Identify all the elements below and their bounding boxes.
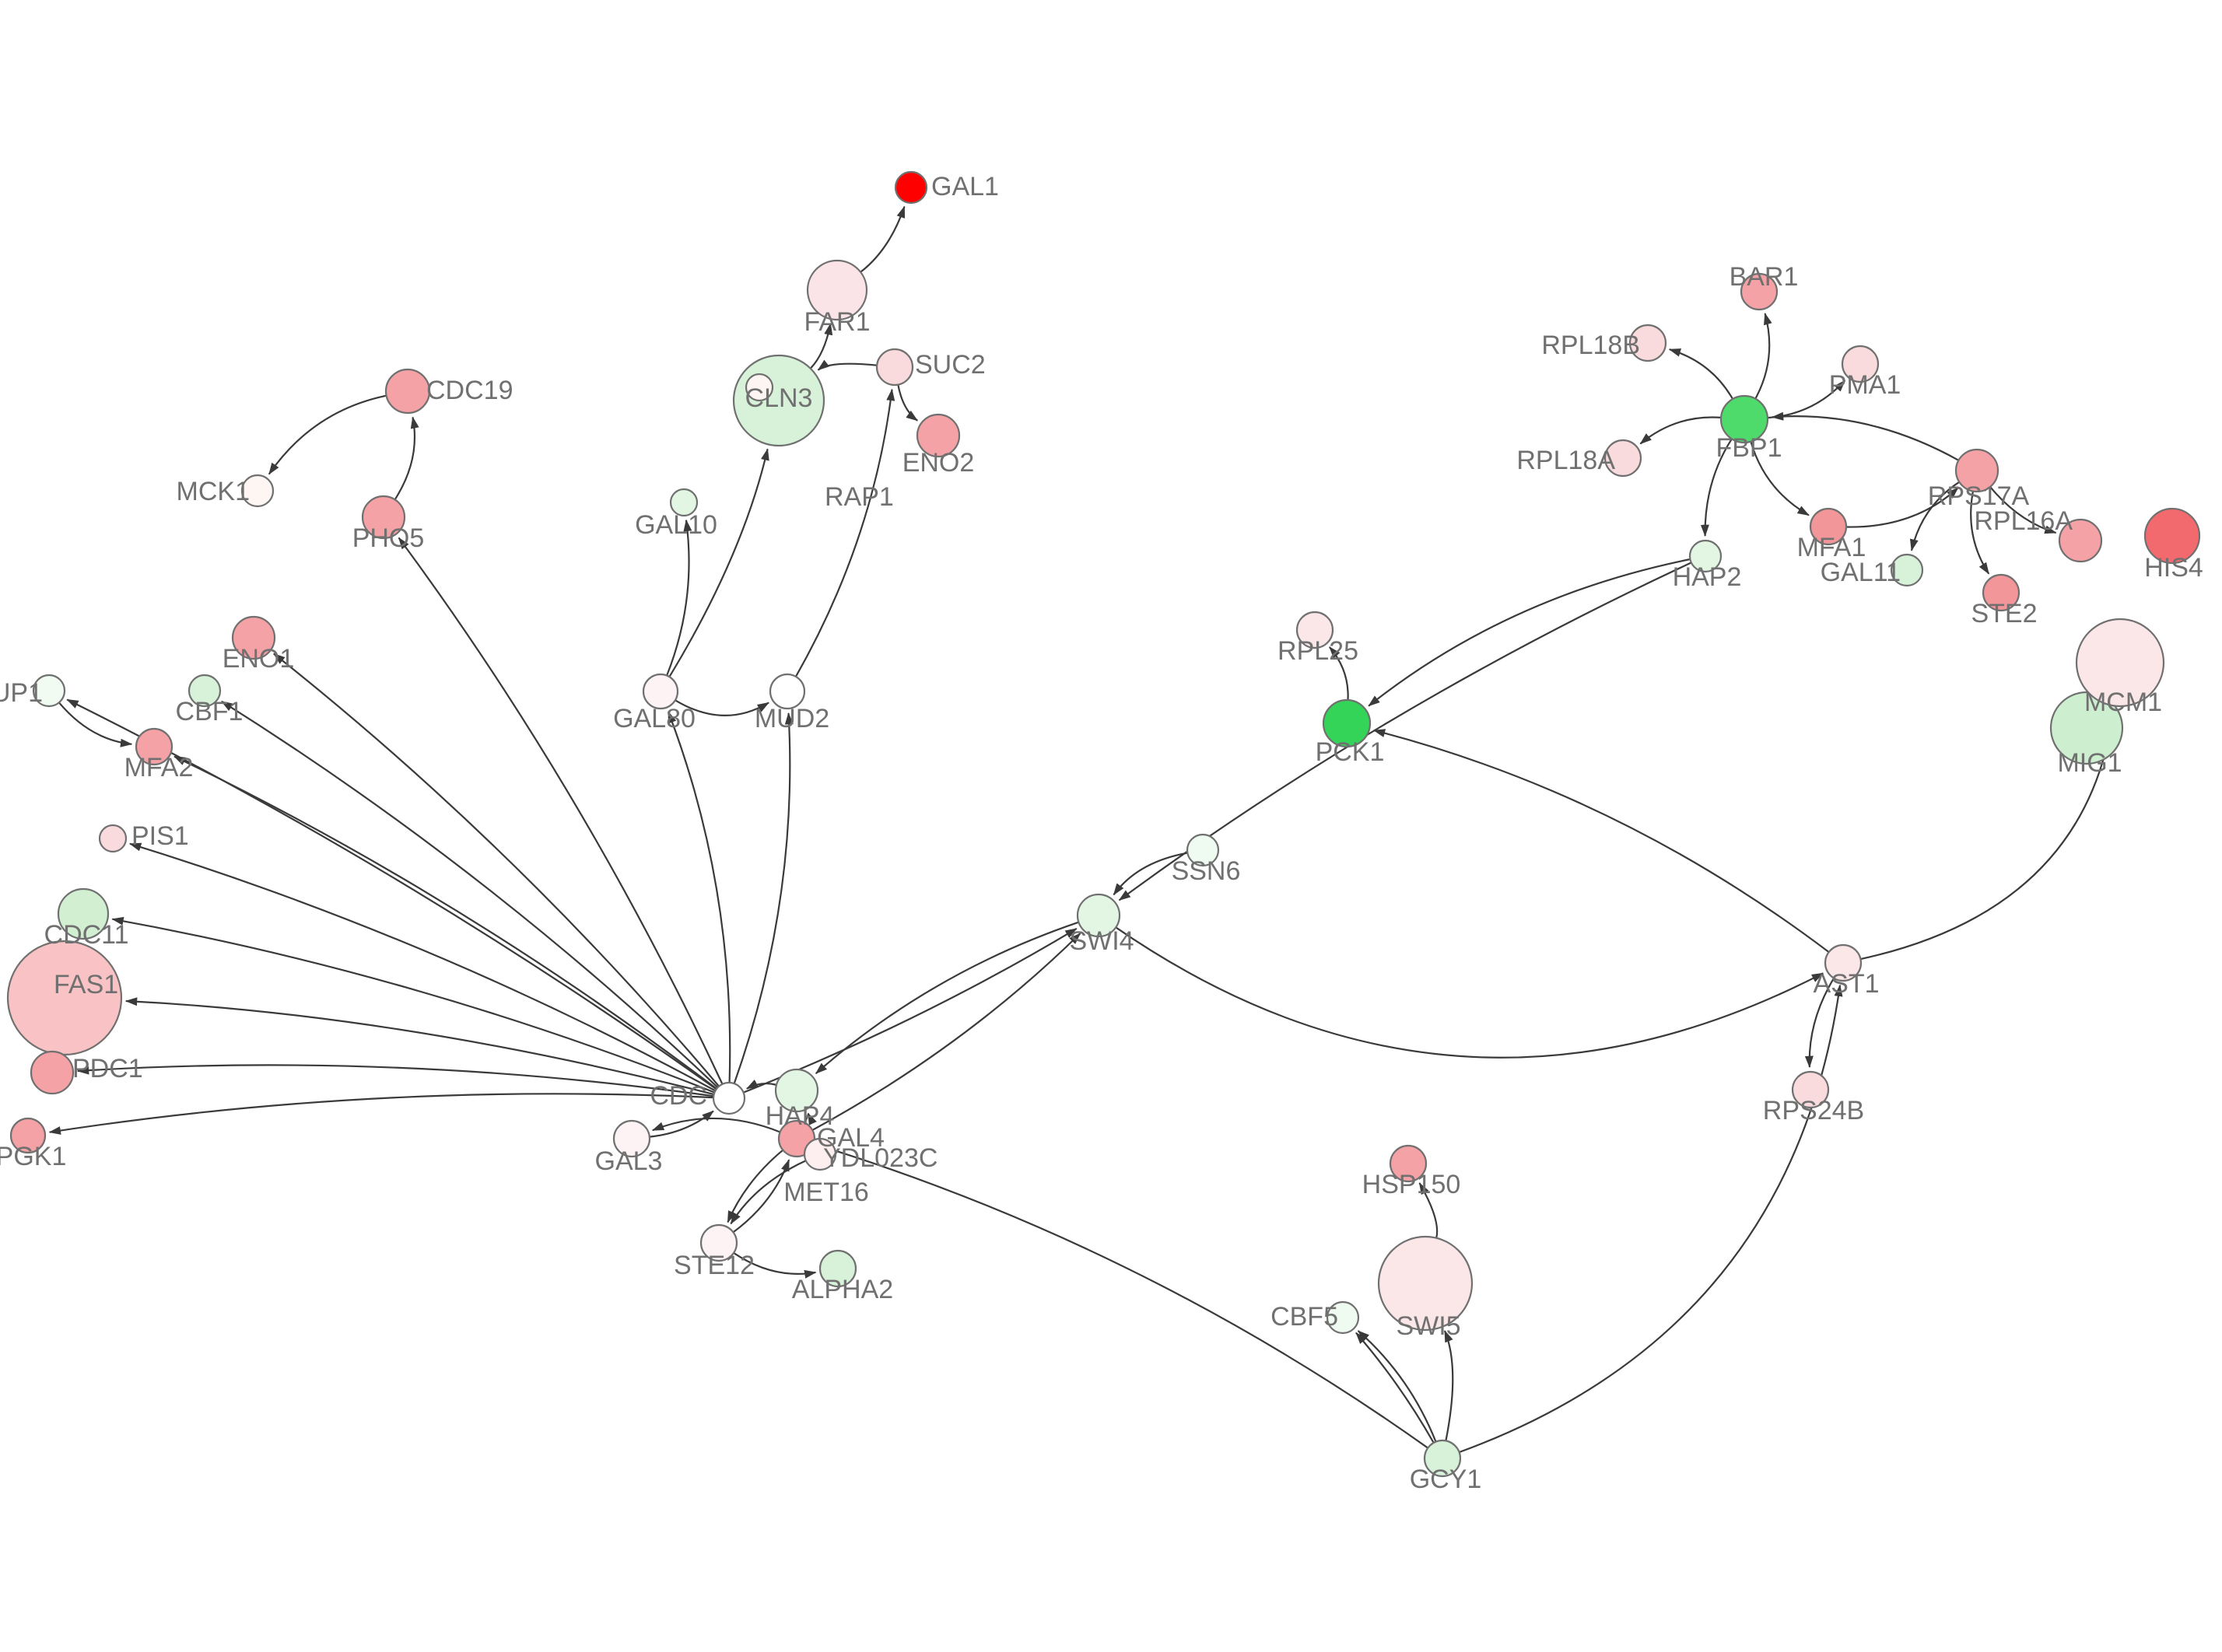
svg-text:SUC2: SUC2 [915, 350, 986, 380]
svg-text:PHO5: PHO5 [352, 523, 425, 553]
svg-text:GCY1: GCY1 [1410, 1465, 1482, 1494]
svg-text:RPL18A: RPL18A [1516, 446, 1615, 475]
svg-text:HAP4: HAP4 [766, 1101, 835, 1131]
svg-text:PMA1: PMA1 [1829, 370, 1901, 400]
svg-text:MCK1: MCK1 [177, 477, 250, 506]
svg-text:SWI5: SWI5 [1396, 1311, 1460, 1341]
svg-text:SWI4: SWI4 [1069, 926, 1134, 956]
svg-text:MET16: MET16 [783, 1178, 869, 1207]
svg-text:PDC1: PDC1 [72, 1054, 143, 1083]
svg-text:ENO1: ENO1 [223, 644, 295, 674]
svg-text:MFA2: MFA2 [124, 753, 194, 782]
svg-text:GAL10: GAL10 [635, 510, 717, 540]
svg-text:GAL11: GAL11 [1821, 558, 1901, 587]
svg-text:YDL023C: YDL023C [823, 1143, 938, 1173]
svg-text:RPL18B: RPL18B [1541, 331, 1640, 360]
svg-text:PIS1: PIS1 [131, 821, 189, 851]
svg-text:GAL3: GAL3 [595, 1146, 663, 1176]
svg-text:STE2: STE2 [1971, 599, 2037, 628]
svg-text:BAR1: BAR1 [1730, 262, 1799, 292]
svg-text:TUP1: TUP1 [0, 678, 43, 708]
svg-text:ENO2: ENO2 [902, 448, 975, 478]
svg-text:STE12: STE12 [674, 1251, 755, 1280]
svg-text:PCK1: PCK1 [1316, 737, 1385, 767]
svg-text:GAL1: GAL1 [931, 172, 999, 201]
svg-text:RPL25: RPL25 [1277, 636, 1358, 666]
svg-text:GAL80: GAL80 [613, 704, 696, 733]
svg-text:CDC: CDC [650, 1081, 707, 1111]
svg-text:RPL16A: RPL16A [1974, 506, 2073, 536]
svg-text:PGK1: PGK1 [0, 1142, 66, 1171]
svg-text:MCM1: MCM1 [2084, 688, 2162, 717]
svg-text:MIG1: MIG1 [2057, 748, 2122, 778]
svg-text:CBF5: CBF5 [1270, 1302, 1338, 1332]
svg-text:HIS4: HIS4 [2144, 553, 2203, 583]
svg-text:FAR1: FAR1 [804, 307, 870, 337]
svg-text:FAS1: FAS1 [54, 970, 118, 999]
svg-text:RAP1: RAP1 [825, 482, 894, 512]
svg-text:CDC11: CDC11 [44, 920, 129, 950]
svg-text:RPS24B: RPS24B [1763, 1096, 1864, 1125]
svg-text:CLN3: CLN3 [745, 383, 813, 413]
svg-text:HAP2: HAP2 [1673, 562, 1742, 592]
svg-text:CDC19: CDC19 [426, 376, 513, 405]
svg-text:AST1: AST1 [1813, 969, 1879, 999]
svg-text:SSN6: SSN6 [1172, 856, 1241, 886]
svg-text:MUD2: MUD2 [755, 704, 829, 733]
svg-text:CBF1: CBF1 [176, 697, 244, 726]
svg-text:ALPHA2: ALPHA2 [792, 1275, 893, 1304]
svg-text:FBP1: FBP1 [1716, 433, 1782, 463]
svg-text:HSP150: HSP150 [1362, 1170, 1461, 1199]
